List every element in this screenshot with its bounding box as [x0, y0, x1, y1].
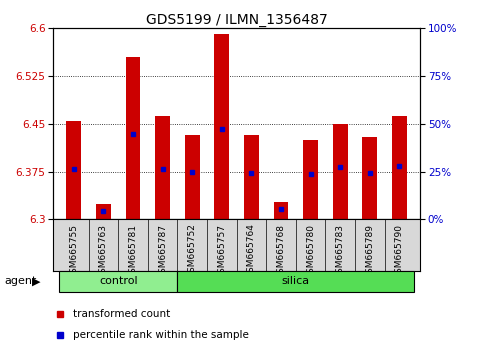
Text: GSM665787: GSM665787	[158, 224, 167, 279]
Text: GSM665764: GSM665764	[247, 224, 256, 279]
Bar	[155, 116, 170, 219]
Text: control: control	[99, 276, 138, 286]
Text: GSM665780: GSM665780	[306, 224, 315, 279]
Text: percentile rank within the sample: percentile rank within the sample	[73, 330, 249, 341]
Text: agent: agent	[5, 276, 37, 286]
Text: GSM665781: GSM665781	[128, 224, 138, 279]
Bar	[244, 135, 259, 219]
Title: GDS5199 / ILMN_1356487: GDS5199 / ILMN_1356487	[146, 13, 327, 27]
Bar	[362, 137, 377, 219]
Bar	[274, 202, 288, 219]
Text: ▶: ▶	[32, 276, 41, 286]
Bar	[96, 204, 111, 219]
Text: GSM665752: GSM665752	[188, 224, 197, 279]
Bar	[185, 135, 199, 219]
Text: GSM665790: GSM665790	[395, 224, 404, 279]
Text: GSM665755: GSM665755	[70, 224, 78, 279]
Bar	[177, 271, 414, 292]
Bar	[392, 116, 407, 219]
Text: GSM665768: GSM665768	[277, 224, 285, 279]
Bar	[67, 121, 81, 219]
Bar	[214, 34, 229, 219]
Bar	[126, 57, 141, 219]
Text: GSM665789: GSM665789	[365, 224, 374, 279]
Bar	[59, 271, 177, 292]
Text: GSM665757: GSM665757	[217, 224, 227, 279]
Bar	[303, 140, 318, 219]
Bar	[333, 124, 348, 219]
Text: GSM665763: GSM665763	[99, 224, 108, 279]
Text: silica: silica	[282, 276, 310, 286]
Text: transformed count: transformed count	[73, 309, 170, 319]
Text: GSM665783: GSM665783	[336, 224, 345, 279]
